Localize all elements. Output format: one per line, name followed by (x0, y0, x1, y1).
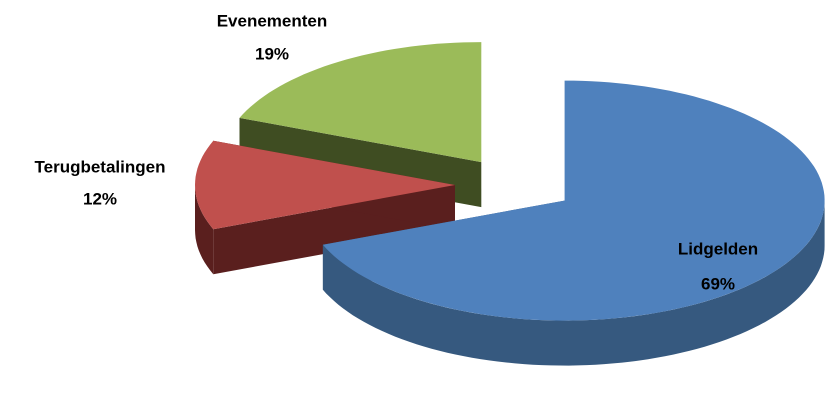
slice-label: Evenementen (217, 11, 328, 30)
slice-top (322, 80, 825, 321)
slice-value-label: 12% (83, 189, 117, 208)
slice-label: Terugbetalingen (35, 157, 166, 176)
slice (322, 80, 825, 366)
slice-label: Lidgelden (678, 239, 758, 258)
slice-outer-wall (195, 185, 214, 275)
slice-value-label: 19% (255, 44, 289, 63)
slice-top (195, 140, 455, 230)
slice-value-label: 69% (701, 274, 735, 293)
slice-top (239, 42, 482, 163)
slice-outer-wall (322, 200, 825, 366)
slice (195, 140, 455, 275)
